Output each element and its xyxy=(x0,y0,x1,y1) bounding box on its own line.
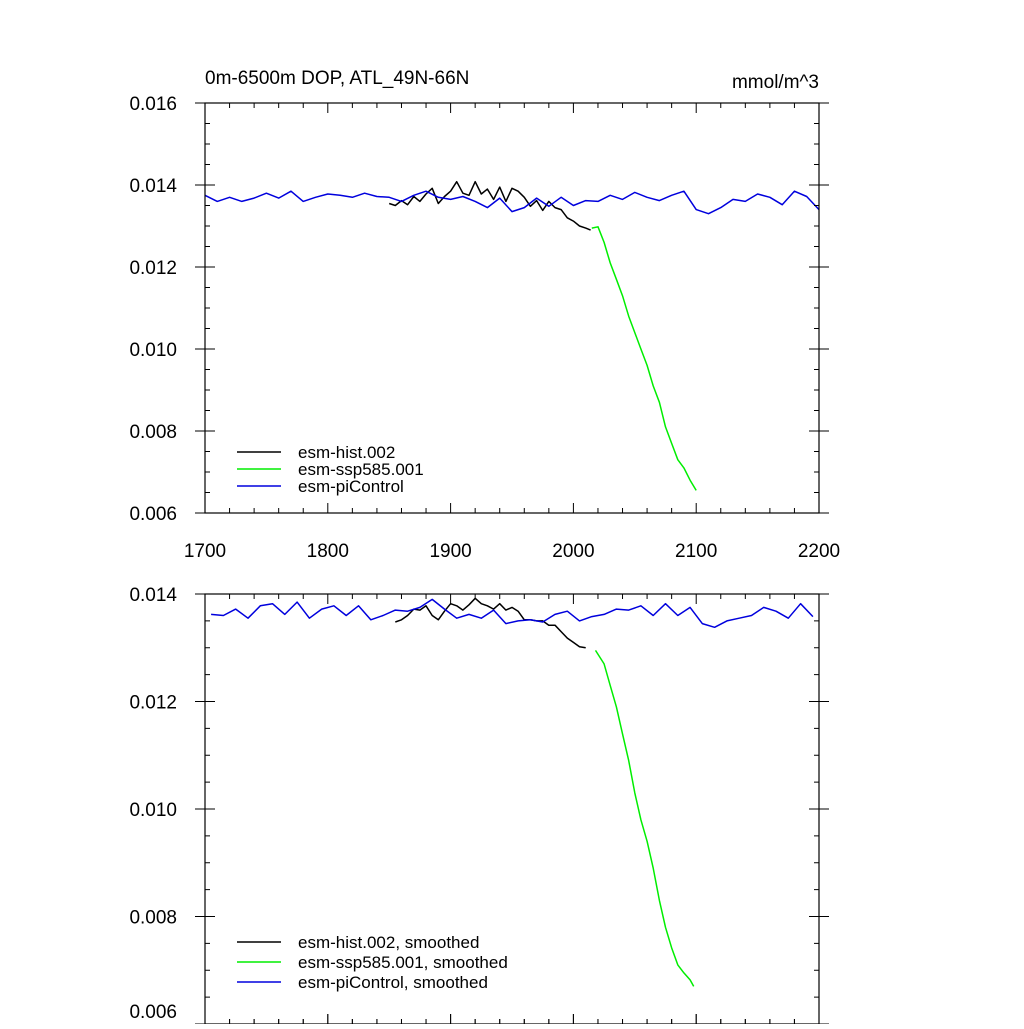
units-label: mmol/m^3 xyxy=(732,72,819,93)
y-tick-label: 0.006 xyxy=(129,1002,177,1023)
bottom-series-group xyxy=(211,597,814,987)
bot-legend-label-0: esm-hist.002, smoothed xyxy=(298,933,479,952)
bot-legend-label-2: esm-piControl, smoothed xyxy=(298,973,488,992)
y-tick-label: 0.012 xyxy=(129,258,177,279)
y-tick-label: 0.006 xyxy=(129,504,177,525)
y-tick-label: 0.008 xyxy=(129,422,177,443)
x-tick-label: 2000 xyxy=(552,541,594,562)
x-tick-label: 2200 xyxy=(798,541,840,562)
top-legend-label-0: esm-hist.002 xyxy=(298,443,395,462)
bottom-y-tick-labels: 0.014 0.012 0.010 0.008 0.006 xyxy=(129,585,177,1023)
bot-series-line-1 xyxy=(594,649,695,987)
x-tick-label: 1900 xyxy=(429,541,471,562)
y-tick-label: 0.016 xyxy=(129,94,177,115)
bottom-panel: 0.014 0.012 0.010 0.008 0.006 esm-hist.002, … xyxy=(129,585,829,1025)
bot-legend-label-1: esm-ssp585.001, smoothed xyxy=(298,953,508,972)
top-series-group xyxy=(204,180,820,491)
y-tick-label: 0.010 xyxy=(129,800,177,821)
top-y-tick-labels: 0.016 0.014 0.012 0.010 0.008 0.006 xyxy=(129,94,177,525)
bottom-tick-marks xyxy=(195,593,829,1025)
top-series-line-0 xyxy=(388,180,591,231)
y-tick-label: 0.010 xyxy=(129,340,177,361)
x-tick-label: 1700 xyxy=(184,541,226,562)
top-legend-label-2: esm-piControl xyxy=(298,477,404,496)
y-tick-label: 0.012 xyxy=(129,693,177,714)
top-series-line-1 xyxy=(591,226,697,491)
top-legend-label-1: esm-ssp585.001 xyxy=(298,460,424,479)
bot-series-line-0 xyxy=(395,597,586,649)
y-tick-label: 0.008 xyxy=(129,908,177,929)
x-tick-label: 2100 xyxy=(675,541,717,562)
top-series-line-2 xyxy=(204,190,820,215)
bot-series-line-2 xyxy=(211,598,814,629)
x-tick-label: 1800 xyxy=(307,541,349,562)
chart-title: 0m-6500m DOP, ATL_49N-66N xyxy=(205,68,469,89)
y-tick-label: 0.014 xyxy=(129,176,177,197)
y-tick-label: 0.014 xyxy=(129,585,177,606)
top-x-tick-labels: 1700 1800 1900 2000 2100 2200 xyxy=(184,541,840,562)
top-tick-marks xyxy=(195,102,829,514)
